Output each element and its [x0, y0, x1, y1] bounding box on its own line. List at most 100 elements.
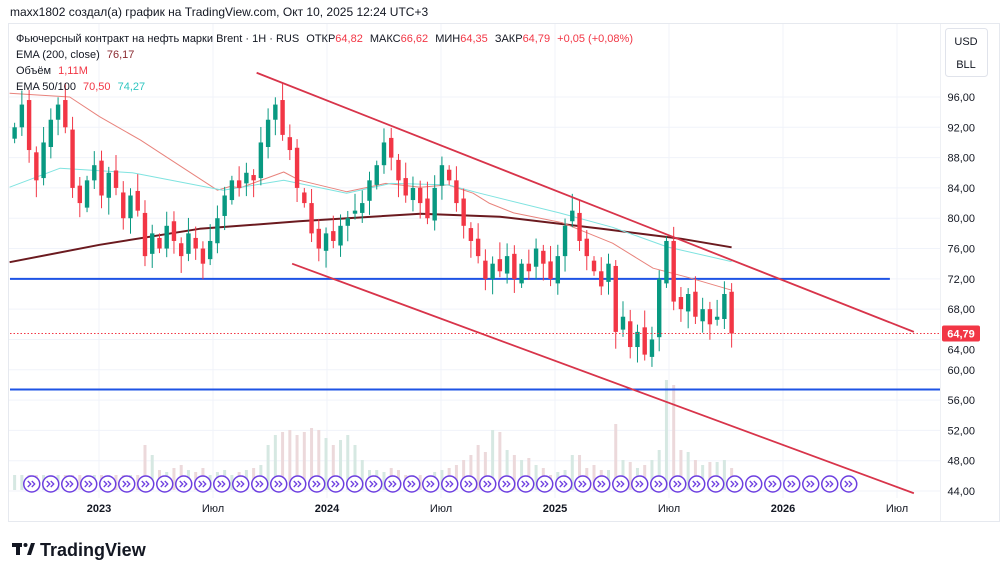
double-chevron-glyph	[236, 480, 245, 488]
legend-row-ema50-100[interactable]: EMA 50/100 70,50 74,27	[16, 81, 145, 93]
contract-rollover-icon[interactable]	[630, 475, 649, 493]
candle-body	[135, 190, 140, 211]
price-axis[interactable]: 96,00 92,00 88,00 84,00 80,00 76,00 72,00 68,00…	[947, 92, 975, 498]
candle-body	[548, 261, 553, 279]
time-tick-label: 2024	[315, 503, 340, 515]
volume-bar	[310, 428, 314, 490]
time-tick-label: Июл	[430, 503, 452, 515]
legend-row-ema200[interactable]: EMA (200, close) 76,17	[16, 49, 134, 61]
high-label: МАКС	[370, 33, 401, 45]
candle-body	[360, 203, 365, 213]
double-chevron-glyph	[825, 480, 834, 488]
contract-rollover-icon[interactable]	[725, 475, 744, 493]
chart-caption: maxx1802 создал(а) график на TradingView…	[10, 5, 428, 19]
double-chevron-glyph	[255, 480, 264, 488]
contract-rollover-icon[interactable]	[22, 475, 41, 493]
contract-rollover-icon[interactable]	[155, 475, 174, 493]
contract-rollover-icon[interactable]	[763, 475, 782, 493]
contract-rollover-icon[interactable]	[250, 475, 269, 493]
contract-rollover-icon[interactable]	[706, 475, 725, 493]
contract-rollover-icon[interactable]	[744, 475, 763, 493]
contract-rollover-icon[interactable]	[820, 475, 839, 493]
candle-body	[121, 192, 126, 219]
candle-body	[656, 278, 662, 338]
low-value: 64,35	[460, 33, 488, 45]
contract-rollover-icon[interactable]	[345, 475, 364, 493]
candle-body	[273, 104, 278, 120]
contract-rollover-icon[interactable]	[288, 475, 307, 493]
volume-bar	[230, 475, 234, 490]
contract-rollover-icon[interactable]	[193, 475, 212, 493]
contract-rollover-icon[interactable]	[269, 475, 288, 493]
trendlines[interactable]	[256, 71, 915, 495]
channel-trendline[interactable]	[256, 71, 915, 333]
double-chevron-glyph	[350, 480, 359, 488]
horizontal-lines[interactable]	[10, 277, 940, 391]
contract-rollover-icon[interactable]	[174, 475, 193, 493]
contract-rollover-icon[interactable]	[41, 475, 60, 493]
candle-body	[316, 228, 322, 249]
tradingview-logo[interactable]: TradingView	[12, 540, 147, 560]
contract-rollover-icon[interactable]	[839, 475, 858, 493]
candle-body	[512, 253, 517, 279]
contract-rollover-icon[interactable]	[687, 475, 706, 493]
contract-rollover-icon[interactable]	[440, 475, 459, 493]
candle-body	[599, 271, 604, 287]
event-markers[interactable]	[22, 475, 858, 493]
contract-rollover-icon[interactable]	[554, 475, 573, 493]
legend-row-volume[interactable]: Объём 1,11M	[16, 65, 88, 77]
candle-body	[642, 327, 647, 355]
double-chevron-glyph	[46, 480, 55, 488]
contract-rollover-icon[interactable]	[649, 475, 668, 493]
volume-bar	[512, 455, 516, 490]
contract-rollover-icon[interactable]	[212, 475, 231, 493]
contract-rollover-icon[interactable]	[459, 475, 478, 493]
contract-rollover-icon[interactable]	[79, 475, 98, 493]
contract-rollover-icon[interactable]	[231, 475, 250, 493]
contract-rollover-icon[interactable]	[383, 475, 402, 493]
contract-rollover-icon[interactable]	[60, 475, 79, 493]
contract-rollover-icon[interactable]	[782, 475, 801, 493]
candle-body	[374, 165, 379, 185]
contract-rollover-icon[interactable]	[478, 475, 497, 493]
contract-rollover-icon[interactable]	[573, 475, 592, 493]
volume-bar	[505, 450, 509, 490]
volume-bar	[578, 455, 582, 490]
contract-rollover-icon[interactable]	[592, 475, 611, 493]
contract-rollover-icon[interactable]	[516, 475, 535, 493]
candle-body	[113, 170, 119, 188]
contract-rollover-icon[interactable]	[421, 475, 440, 493]
volume-bar	[469, 455, 473, 490]
currency-unit-box[interactable]: USD BLL	[945, 28, 988, 77]
volume-bar	[570, 455, 574, 490]
contract-rollover-icon[interactable]	[364, 475, 383, 493]
price-tick-label: 96,00	[947, 92, 975, 104]
ema100-line	[9, 167, 732, 263]
contract-rollover-icon[interactable]	[497, 475, 516, 493]
double-chevron-glyph	[122, 480, 131, 488]
contract-rollover-icon[interactable]	[98, 475, 117, 493]
contract-rollover-icon[interactable]	[117, 475, 136, 493]
contract-rollover-icon[interactable]	[801, 475, 820, 493]
low-label: МИН	[435, 33, 460, 45]
volume-bar	[20, 475, 24, 490]
contract-rollover-icon[interactable]	[307, 475, 326, 493]
contract-rollover-icon[interactable]	[402, 475, 421, 493]
double-chevron-glyph	[445, 480, 454, 488]
candle-body	[526, 263, 532, 272]
contract-rollover-icon[interactable]	[136, 475, 155, 493]
tradingview-logo-icon	[12, 543, 35, 555]
open-value: 64,82	[335, 33, 363, 45]
time-axis[interactable]: 2023 Июл 2024 Июл 2025 Июл 2026 Июл	[87, 503, 908, 515]
channel-trendline[interactable]	[291, 262, 915, 495]
contract-rollover-icon[interactable]	[326, 475, 345, 493]
double-chevron-glyph	[711, 480, 720, 488]
candle-body	[700, 309, 705, 322]
candle-body	[519, 263, 524, 284]
price-tick-label: 72,00	[947, 274, 975, 286]
contract-rollover-icon[interactable]	[611, 475, 630, 493]
contract-rollover-icon[interactable]	[535, 475, 554, 493]
volume-bar	[664, 380, 668, 490]
contract-rollover-icon[interactable]	[668, 475, 687, 493]
